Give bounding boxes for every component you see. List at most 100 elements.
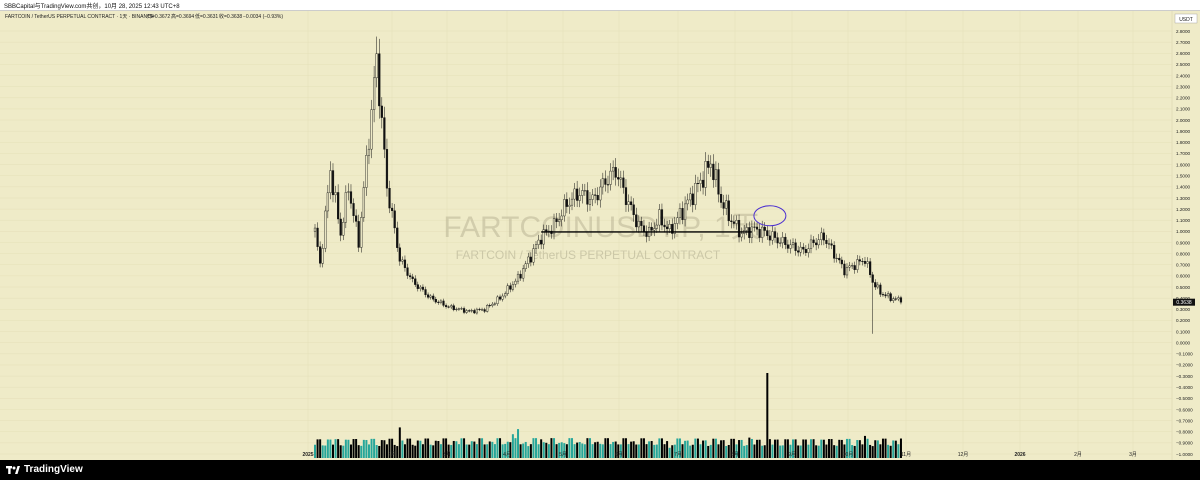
price-tick-label: 1.1000 [1176,218,1190,223]
candle-body [815,242,818,246]
volume-bar [398,427,401,458]
volume-bar [655,444,658,458]
candle-body [881,294,885,296]
volume-bar [501,444,504,458]
last-price-tag: 0.3638 [1173,298,1195,306]
volume-bar [650,441,653,458]
candle-body [321,248,324,264]
volume-bar [460,438,463,458]
volume-bar [527,446,530,458]
candle-body [337,192,340,220]
candle-body [737,219,741,238]
volume-bar [522,443,525,458]
volume-bar [437,440,440,458]
volume-bar [722,440,725,458]
candle-body [401,259,404,262]
candle-body [486,305,489,312]
watermark-description: FARTCOIN / TetherUS PERPETUAL CONTRACT [456,248,721,262]
volume-bar [642,438,645,458]
candle-body [804,249,807,253]
volume-bar [326,439,329,458]
ohlc-low: 低=0.3631 [195,13,218,20]
price-tick-label: 2.8000 [1176,29,1190,34]
candle-body [689,193,692,201]
candle-body [612,167,615,172]
price-tick-label: −0.9000 [1176,441,1193,446]
candle-body [591,194,594,200]
volume-bar [758,439,761,458]
candle-body [319,246,322,264]
candle-body [355,215,358,222]
candle-body [342,222,345,236]
volume-bar [342,445,345,458]
currency-label: USDT [1179,17,1193,23]
volume-bar [321,445,324,458]
volume-bar [825,444,828,458]
volume-bar [365,439,368,458]
price-tick-label: 0.3000 [1176,307,1190,312]
price-tick-label: 1.6000 [1176,162,1190,167]
volume-bar [668,447,671,458]
volume-bar [314,444,316,458]
candle-body [763,226,766,231]
price-tick-label: 0.4000 [1176,296,1190,301]
symbol-legend[interactable]: FARTCOIN / TetherUS PERPETUAL CONTRACT ·… [5,13,283,20]
volume-bar [319,439,322,458]
price-tick-label: 0.9000 [1176,240,1190,245]
candle-body [478,308,481,310]
candle-body [344,192,347,223]
volume-bar [370,438,373,458]
volume-bar [853,445,856,458]
time-tick-label: 11月 [901,452,911,458]
volume-bar [863,435,866,458]
volume-bar [452,440,455,458]
volume-bar [699,444,702,458]
footer-bar: TradingView [0,460,1200,480]
volume-bar [768,439,771,458]
volume-bar [509,442,512,458]
candle-body [326,192,329,212]
tradingview-brand[interactable]: TradingView [6,464,83,475]
volume-bar [707,445,710,458]
candle-body [835,257,838,259]
candle-body [758,229,761,238]
price-tick-label: 2.4000 [1176,73,1190,78]
candle-body [385,149,389,189]
price-tick-label: 0.0000 [1176,340,1190,345]
candle-body [558,219,561,222]
time-tick-label: 8月 [731,452,739,458]
volume-bar [383,440,386,458]
volume-bar [871,446,874,458]
candle-body [766,230,769,237]
candle-body [740,233,743,238]
candle-body [630,201,633,205]
candle-body [663,224,666,228]
candle-body [794,242,797,251]
candle-body [660,209,664,226]
price-chart[interactable]: FARTCOINUSDT.P, 1天 FARTCOIN / TetherUS P… [0,11,1200,460]
price-axis[interactable]: 2.8000 2.7000 2.6000 2.5000 2.4000 2.3000 2.20… [1176,29,1193,457]
candle-body [334,192,337,196]
volume-bar [822,439,825,458]
currency-badge[interactable]: USDT [1174,13,1198,24]
volume-bar [648,441,651,458]
volume-bar [429,444,432,458]
candle-body [565,199,568,207]
time-axis[interactable]: 2025 2月 3月 4月 5月 6月 7月 8月 9月 10月 11月 12月 2026 2月 3月 [302,452,1136,458]
candle-body [655,224,658,229]
candle-body [563,199,566,217]
volume-bar [833,445,836,458]
volume-bar [786,439,789,458]
candle-body [534,244,538,249]
candle-body [583,190,586,192]
candle-body [421,286,425,290]
highlight-ellipse[interactable] [753,205,787,227]
candle-body [570,198,574,206]
candle-body [329,170,332,194]
price-tick-label: 0.7000 [1176,263,1190,268]
volume-bar [663,444,666,458]
volume-bar [396,446,399,458]
candle-body [362,187,365,218]
volume-bar [537,444,540,458]
candle-body [725,200,728,209]
